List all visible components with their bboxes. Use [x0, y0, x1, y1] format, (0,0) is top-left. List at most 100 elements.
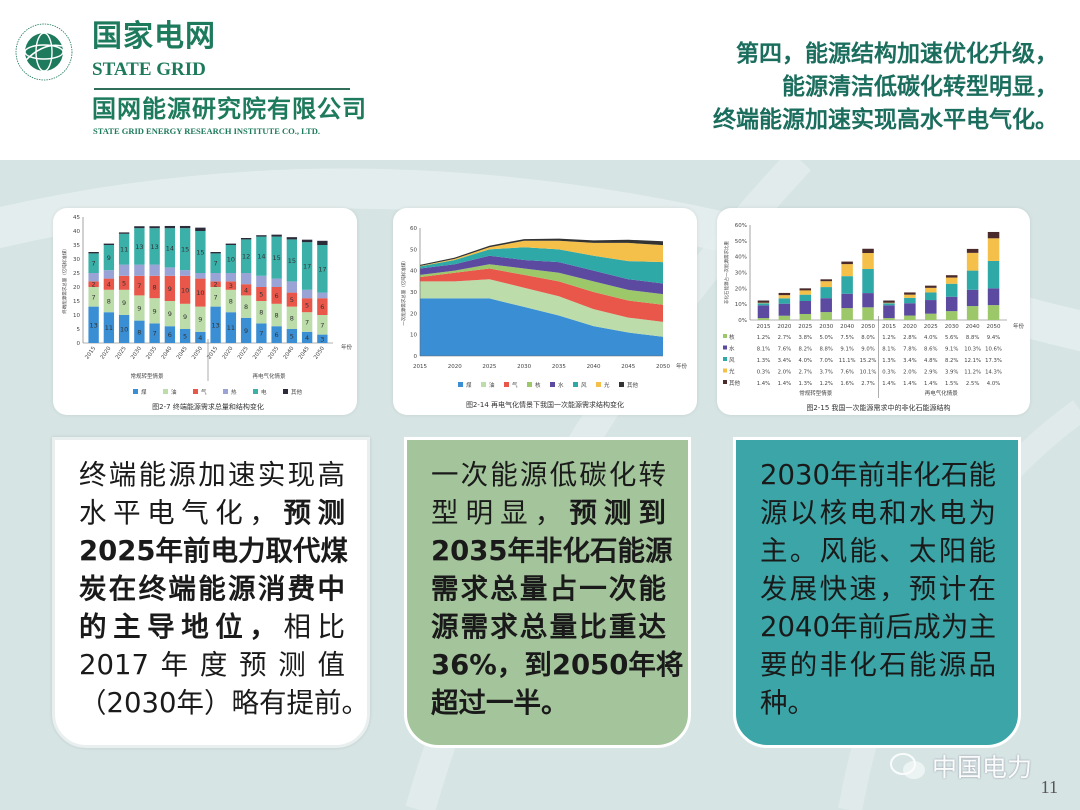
table-cell: 1.4%: [903, 381, 916, 387]
text-line: 源以核电和水电为: [760, 494, 996, 532]
bar-segment: [210, 287, 221, 307]
bar-segment: [862, 293, 874, 308]
bar-segment: [286, 239, 298, 282]
x-tick-label: 2035: [145, 345, 158, 360]
bar-segment: [945, 277, 958, 284]
data-label: 11: [120, 246, 128, 254]
bar-segment: [149, 275, 160, 299]
bar-segment: [149, 228, 160, 265]
bar-segment: [904, 297, 916, 304]
bar-segment: [88, 273, 99, 282]
x-tick-label: 2040: [587, 364, 601, 370]
data-label: 8: [107, 298, 111, 306]
bar-segment: [164, 267, 176, 276]
legend-label: 其他: [291, 388, 303, 396]
table-cell: 9.0%: [861, 347, 874, 353]
legend-swatch: [133, 389, 138, 394]
bar-segment: [862, 253, 874, 270]
bar-segment: [778, 303, 791, 316]
bold-text: 预测到: [569, 497, 667, 529]
x-tick-label: 2025: [482, 364, 496, 370]
bar-segment: [799, 301, 812, 314]
bar-segment: [945, 311, 958, 320]
bar-segment: [301, 242, 313, 290]
table-cell: 3.8%: [799, 335, 812, 341]
bar-segment: [945, 283, 958, 297]
legend-label: 电: [261, 388, 267, 396]
legend-swatch: [481, 382, 486, 387]
table-cell: 1.4%: [924, 381, 937, 387]
bar-segment: [862, 307, 874, 320]
bold-text: 预测: [283, 497, 346, 529]
area-series-0: [420, 298, 663, 356]
data-label: 13: [150, 243, 158, 251]
bar-segment: [164, 228, 176, 268]
bar-segment: [925, 285, 937, 288]
data-label: 5: [183, 333, 187, 341]
bar-segment: [179, 228, 191, 271]
table-cell: 3.9%: [945, 370, 958, 376]
data-label: 8: [290, 314, 294, 322]
bar-segment: [149, 264, 160, 276]
x-tick-label: 2020: [903, 324, 917, 330]
data-label: 7: [92, 260, 96, 268]
data-label: 6: [168, 331, 172, 339]
bar-segment: [256, 287, 267, 301]
institute-name-en: STATE GRID ENERGY RESEARCH INSTITUTE CO.…: [93, 126, 320, 136]
data-label: 7: [137, 282, 141, 290]
legend-swatch: [723, 334, 727, 338]
table-cell: 5.0%: [819, 335, 832, 341]
y-tick-label: 60: [410, 226, 417, 232]
data-label: 5: [259, 291, 263, 299]
title-line: 能源清洁低碳化转型明显，: [782, 74, 1058, 100]
x-axis-unit: 年份: [676, 362, 688, 370]
bar-segment: [799, 294, 812, 301]
bar-segment: [317, 334, 328, 343]
bar-segment: [778, 292, 791, 296]
legend-label: 风: [581, 382, 587, 389]
bold-text: 源需求总量比重达: [431, 611, 666, 643]
bar-segment: [987, 305, 1000, 320]
scenario-label: 常规转型情景: [799, 389, 833, 397]
table-cell: 1.5%: [945, 381, 958, 387]
bar-segment: [195, 231, 206, 273]
table-cell: 0.3%: [757, 370, 770, 376]
y-tick-label: 50: [410, 247, 417, 253]
bar-segment: [301, 298, 313, 313]
bar-segment: [987, 238, 1000, 261]
text-run: 种。: [760, 687, 815, 719]
bar-segment: [883, 305, 895, 319]
bar-segment: [841, 276, 853, 294]
legend-label: 核: [535, 381, 541, 389]
text-line: 发展快速，预计在: [760, 570, 996, 608]
bar-segment: [195, 227, 206, 231]
bar-segment: [271, 287, 282, 304]
bold-text: 需求总量占一次能: [431, 573, 666, 605]
text-run: （2030年）略有提前。: [79, 687, 369, 719]
bar-segment: [88, 252, 99, 254]
y-tick-label: 40%: [735, 255, 747, 261]
bar-segment: [317, 245, 328, 293]
data-label: 8: [259, 309, 263, 317]
table-cell: 7.6%: [778, 347, 791, 353]
bar-segment: [925, 292, 937, 301]
bar-segment: [820, 281, 832, 288]
x-tick-label: 2050: [313, 345, 326, 360]
data-label: 17: [318, 265, 326, 273]
data-label: 2: [92, 281, 96, 289]
legend-swatch: [193, 389, 198, 394]
y-tick-label: 0%: [738, 318, 747, 324]
bar-segment: [103, 289, 115, 313]
bar-segment: [118, 275, 130, 290]
bar-segment: [88, 287, 99, 307]
data-label: 15: [272, 254, 280, 262]
bar-segment: [286, 237, 298, 240]
x-tick-label: 2040: [283, 345, 296, 360]
bar-segment: [925, 287, 937, 293]
bold-text: 2035年非化石能源: [431, 535, 673, 567]
text-run: 要的非化石能源品: [760, 649, 996, 681]
data-label: 3: [320, 335, 324, 343]
bar-segment: [225, 312, 237, 343]
bar-segment: [225, 243, 237, 245]
